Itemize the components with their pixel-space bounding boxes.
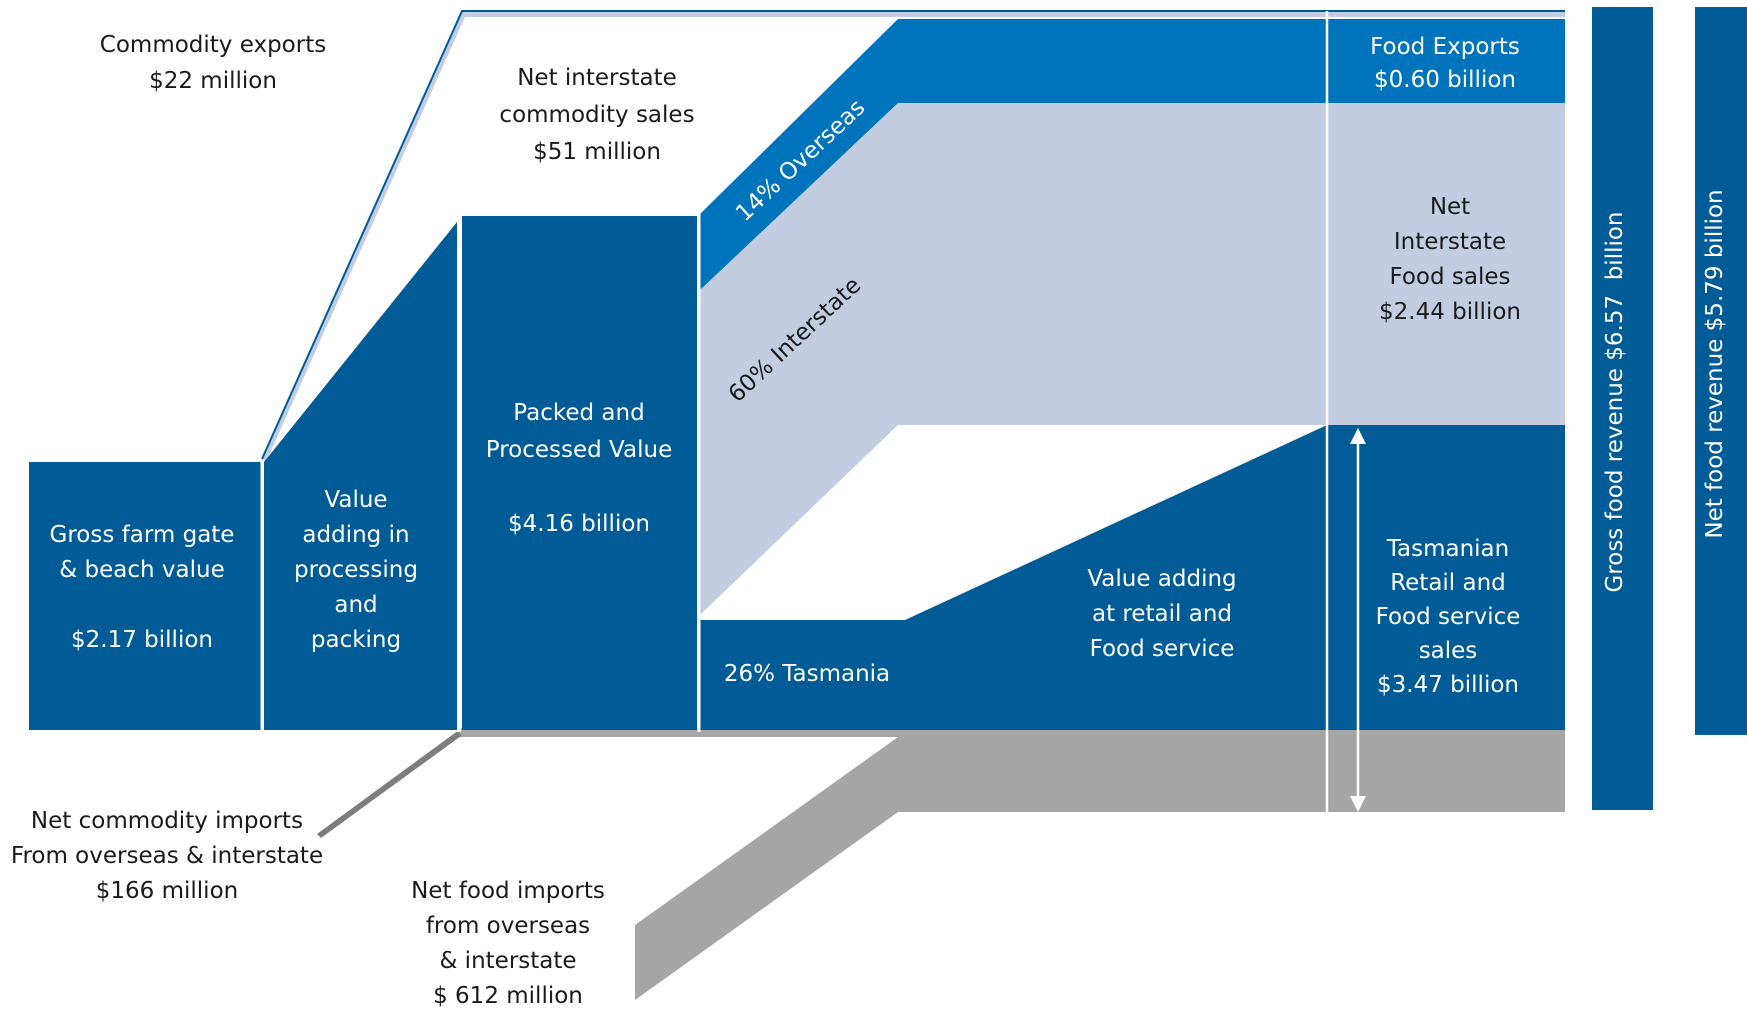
label-line: Food service <box>1376 604 1521 630</box>
label-line: packing <box>311 627 401 653</box>
label-line: Net commodity imports <box>31 808 303 834</box>
net-interstate-commodity-label: Net interstate commodity sales $51 million <box>499 65 694 165</box>
label-line: Tasmanian <box>1386 536 1509 562</box>
label-line: Food service <box>1090 636 1235 662</box>
label-line: processing <box>294 557 418 583</box>
gross-food-revenue-bar <box>1592 7 1653 810</box>
label-line: Value adding <box>1087 566 1236 592</box>
net-commodity-imports-leader <box>317 730 461 838</box>
label-line: $0.60 billion <box>1374 67 1516 93</box>
label-line: Packed and <box>513 400 644 426</box>
label-line: $2.17 billion <box>71 627 213 653</box>
label-line: Processed Value <box>486 437 672 463</box>
net-food-imports-band <box>635 737 1565 1000</box>
value-adding-processing-block <box>264 222 457 730</box>
retail-sales-arrow-head-down <box>1350 796 1366 812</box>
label-line: & interstate <box>439 948 576 974</box>
farm-gate-label: Gross farm gate & beach value $2.17 billi… <box>50 522 235 653</box>
packed-processed-label: Packed and Processed Value $4.16 billion <box>486 400 672 537</box>
label-line: Value <box>324 487 387 513</box>
label-line <box>138 592 145 618</box>
label-line: at retail and <box>1092 601 1232 627</box>
label-line: Commodity exports <box>100 32 326 58</box>
packed-processed-block <box>462 216 697 730</box>
label-line: Gross farm gate <box>50 522 235 548</box>
label-line: Net interstate <box>517 65 677 91</box>
value-adding-processing-label: Value adding in processing and packing <box>294 487 418 653</box>
label-line: adding in <box>302 522 409 548</box>
label-line: $ 612 million <box>433 983 583 1009</box>
label-line: $2.44 billion <box>1379 299 1521 325</box>
net-food-imports-label: Net food imports from overseas & interstat… <box>411 878 605 1009</box>
net-food-revenue-bar <box>1695 7 1747 735</box>
label-line: $51 million <box>533 139 661 165</box>
label-line: and <box>334 592 377 618</box>
net-food-revenue-label: Net food revenue $5.79 billion <box>1702 189 1728 538</box>
overseas-band <box>700 19 1565 290</box>
label-line: From overseas & interstate <box>11 843 323 869</box>
label-line: commodity sales <box>499 102 694 128</box>
label-line: & beach value <box>59 557 224 583</box>
commodity-exports-outline <box>261 10 1565 460</box>
interstate-band <box>700 103 1565 615</box>
label-line: sales <box>1419 638 1478 664</box>
label-line: Food Exports <box>1370 34 1520 60</box>
tasmania-retail-band <box>700 425 1565 730</box>
net-interstate-food-label: Net Interstate Food sales $2.44 billion <box>1379 194 1521 325</box>
tasmania-share-label: 26% Tasmania <box>724 661 890 687</box>
label-line: Retail and <box>1390 570 1506 596</box>
net-commodity-imports-label: Net commodity imports From overseas & int… <box>11 808 323 904</box>
label-line: Food sales <box>1389 264 1510 290</box>
label-line: $166 million <box>96 878 238 904</box>
label-line: from overseas <box>426 913 590 939</box>
gross-food-revenue-label: Gross food revenue $6.57 billion <box>1602 211 1628 592</box>
label-line: Net food imports <box>411 878 605 904</box>
retail-sales-arrow-head-up <box>1350 428 1366 444</box>
label-line <box>575 474 582 500</box>
food-exports-label: Food Exports $0.60 billion <box>1370 34 1520 93</box>
tasmanian-retail-label: Tasmanian Retail and Food service sales $3.4… <box>1376 536 1521 698</box>
net-commodity-imports-band <box>460 728 1565 737</box>
label-line: $4.16 billion <box>508 511 650 537</box>
label-line: $3.47 billion <box>1377 672 1519 698</box>
label-line: Net <box>1430 194 1470 220</box>
farm-gate-block <box>29 462 262 730</box>
label-line: Interstate <box>1394 229 1506 255</box>
commodity-exports-label: Commodity exports $22 million <box>100 32 326 94</box>
label-line: $22 million <box>149 68 277 94</box>
value-adding-retail-label: Value adding at retail and Food service <box>1087 566 1236 662</box>
